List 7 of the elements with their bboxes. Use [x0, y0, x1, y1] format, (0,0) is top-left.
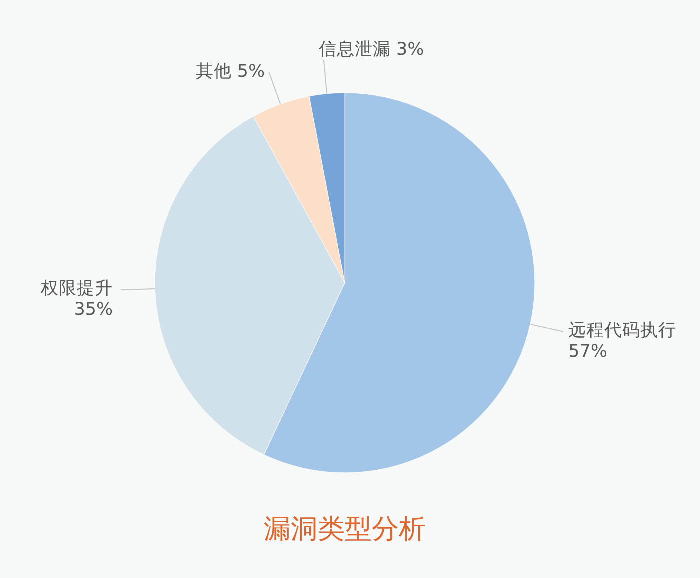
text: 漏洞类型分析: [264, 514, 426, 545]
slice-label: 其他 5%: [196, 62, 266, 82]
data-label: 35%: [74, 300, 114, 320]
data-label: 57%: [568, 342, 608, 362]
slice-label: 远程代码执行: [568, 320, 677, 341]
slice-label: 权限提升: [40, 279, 114, 300]
slice-label: 信息泄漏 3%: [318, 40, 424, 60]
